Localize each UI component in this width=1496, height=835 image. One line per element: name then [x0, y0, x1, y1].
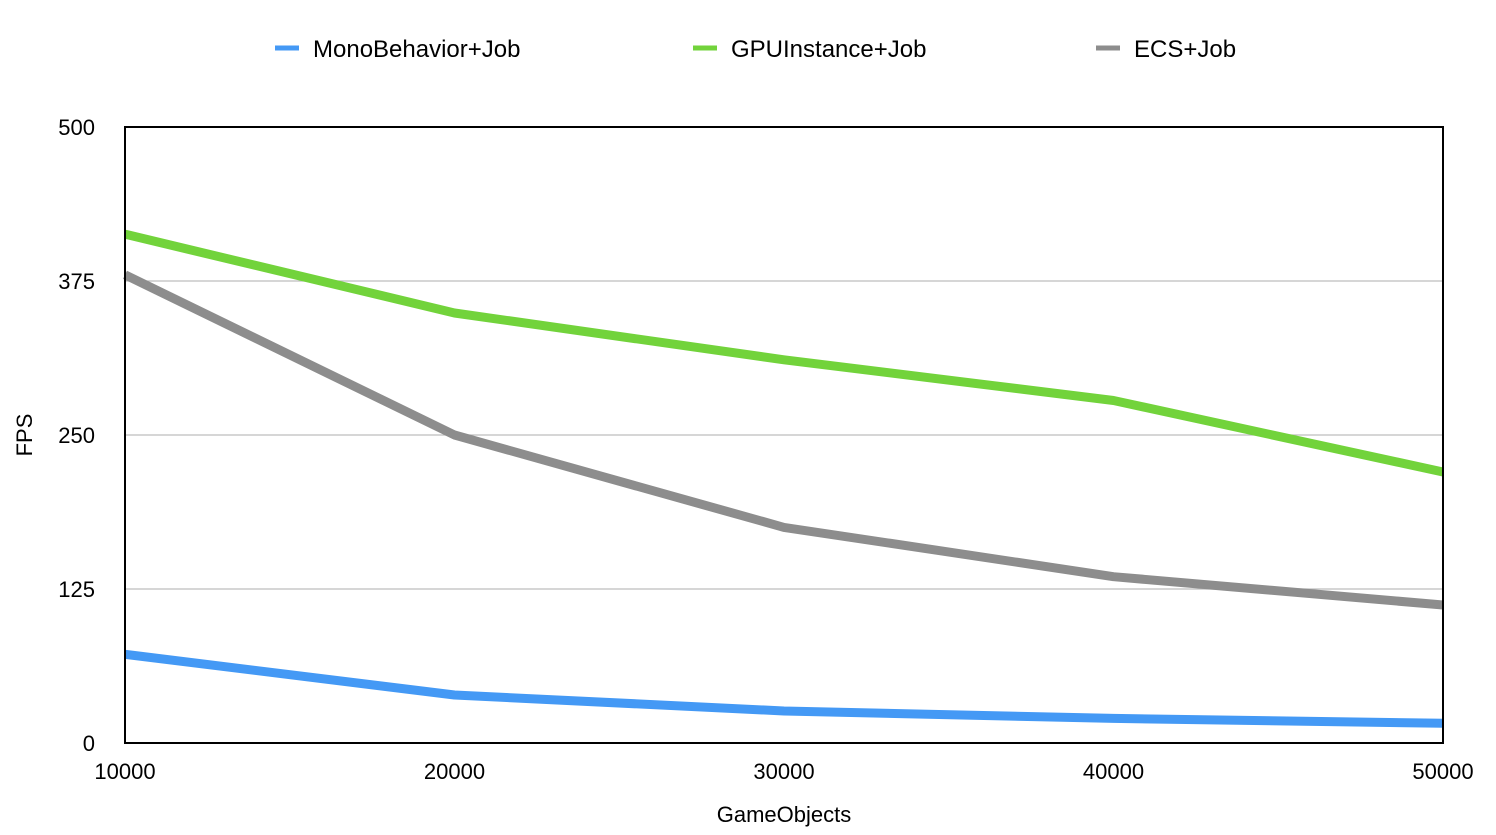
- series-line: [124, 649, 1444, 728]
- legend-item: ECS+Job: [1096, 36, 1236, 63]
- x-tick-label: 20000: [424, 759, 485, 784]
- series-line: [123, 270, 1444, 610]
- series-line: [123, 229, 1444, 477]
- x-tick-label: 40000: [1083, 759, 1144, 784]
- y-tick-label: 375: [58, 269, 95, 294]
- gridlines: [125, 280, 1443, 590]
- legend-label: GPUInstance+Job: [731, 36, 926, 63]
- legend-item: MonoBehavior+Job: [275, 36, 520, 63]
- y-axis-ticks: 0 125 250 375 500: [58, 115, 95, 756]
- x-tick-label: 10000: [94, 759, 155, 784]
- x-axis-ticks: 10000 20000 30000 40000 50000: [94, 759, 1473, 784]
- y-tick-label: 250: [58, 423, 95, 448]
- x-axis-title: GameObjects: [717, 802, 852, 827]
- legend-label: MonoBehavior+Job: [313, 36, 520, 63]
- series-lines: [123, 229, 1444, 728]
- y-axis-title: FPS: [12, 414, 37, 457]
- x-tick-label: 50000: [1412, 759, 1473, 784]
- plot-area-frame: [124, 126, 1444, 744]
- legend-label: ECS+Job: [1134, 36, 1236, 63]
- legend: MonoBehavior+Job GPUInstance+Job ECS+Job: [275, 36, 1236, 63]
- y-tick-label: 125: [58, 577, 95, 602]
- y-tick-label: 0: [83, 731, 95, 756]
- y-tick-label: 500: [58, 115, 95, 140]
- x-tick-label: 30000: [753, 759, 814, 784]
- legend-item: GPUInstance+Job: [693, 36, 926, 63]
